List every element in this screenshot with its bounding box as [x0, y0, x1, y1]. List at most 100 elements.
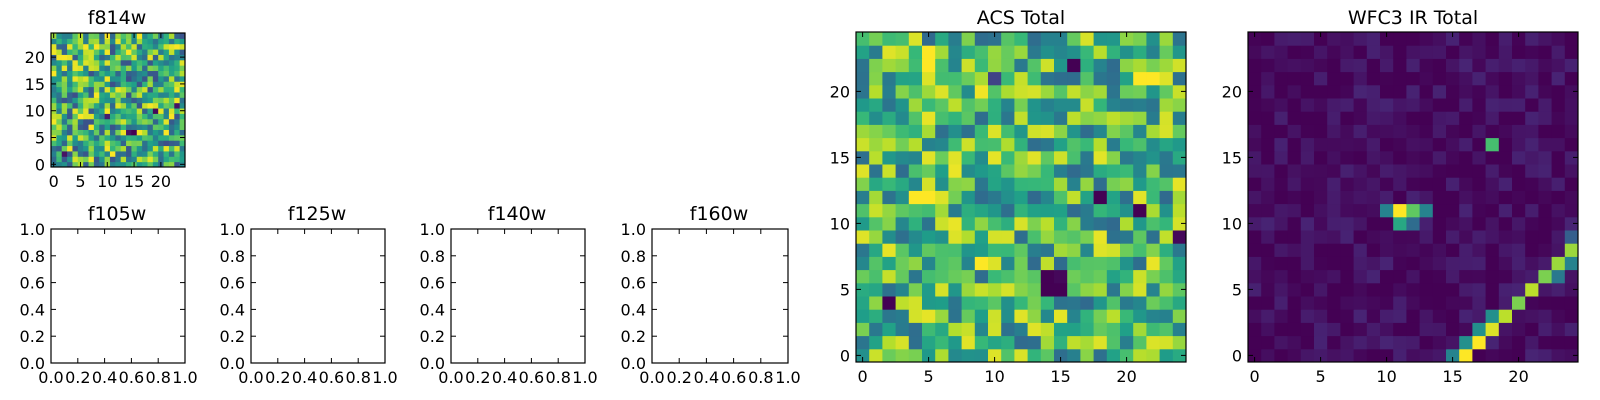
heatmap-cell	[1432, 98, 1447, 112]
heatmap-cell	[1261, 348, 1275, 363]
heatmap-cell	[1432, 71, 1447, 86]
heatmap-cell	[115, 113, 122, 120]
heatmap-cell	[179, 97, 186, 104]
heatmap-cell	[158, 54, 165, 61]
heatmap-cell	[77, 129, 84, 136]
heatmap-cell	[1300, 164, 1315, 178]
heatmap-cell	[1472, 335, 1487, 350]
heatmap-cell	[1014, 243, 1029, 257]
heatmap-cell	[935, 190, 949, 205]
y-tick-label: 0.8	[420, 247, 445, 266]
heatmap-cell	[1340, 84, 1355, 99]
heatmap-cell	[1146, 203, 1161, 218]
y-tick-label: 20	[25, 48, 45, 67]
heatmap-cell	[935, 45, 949, 59]
heatmap-cell	[974, 256, 989, 271]
heatmap-cell	[869, 98, 883, 112]
heatmap-cell	[1485, 84, 1500, 99]
heatmap-cell	[1146, 296, 1161, 310]
heatmap-cell	[1106, 216, 1121, 231]
heatmap-cell	[136, 145, 143, 152]
heatmap-cell	[142, 70, 148, 77]
heatmap-cell	[152, 118, 159, 125]
heatmap-cell	[1014, 150, 1029, 165]
heatmap-cell	[1314, 137, 1328, 152]
heatmap-cell	[988, 84, 1002, 99]
heatmap-cell	[1040, 296, 1055, 310]
y-tick-label: 5	[840, 280, 850, 299]
y-tick-label: 0.2	[20, 327, 45, 346]
heatmap-cell	[104, 54, 111, 61]
heatmap-cell	[1538, 32, 1553, 46]
heatmap-cell	[136, 33, 143, 39]
y-tick-label: 1.0	[20, 220, 45, 239]
heatmap-cell	[1001, 150, 1015, 165]
heatmap-cell	[1419, 164, 1434, 178]
heatmap-cell	[109, 43, 116, 50]
heatmap-cell	[1067, 190, 1081, 205]
heatmap-cell	[895, 164, 910, 178]
heatmap-cell	[1525, 230, 1539, 244]
heatmap-cell	[1001, 45, 1015, 59]
heatmap-cell	[83, 118, 90, 125]
heatmap-cell	[1274, 45, 1289, 59]
heatmap-cell	[1300, 177, 1315, 191]
heatmap-cell	[174, 70, 181, 77]
heatmap-cell	[1446, 190, 1460, 205]
heatmap-cell	[1512, 282, 1526, 297]
heatmap-cell	[895, 309, 910, 323]
heatmap-cell	[1027, 282, 1042, 297]
heatmap-cell	[104, 97, 111, 104]
heatmap-cell	[1459, 335, 1473, 350]
heatmap-cell	[1446, 335, 1460, 350]
heatmap-cell	[120, 38, 127, 45]
heatmap-cell	[948, 111, 963, 125]
heatmap-cell	[1512, 322, 1526, 337]
heatmap-cell	[1001, 230, 1015, 244]
heatmap-cell	[61, 43, 68, 50]
heatmap-cell	[115, 161, 122, 168]
heatmap-cell	[1551, 335, 1566, 350]
heatmap-cell	[126, 75, 132, 82]
heatmap-cell	[174, 75, 181, 82]
heatmap-cell	[104, 150, 111, 157]
heatmap-cell	[1040, 177, 1055, 191]
heatmap-cell	[1054, 58, 1068, 73]
heatmap-cell	[115, 33, 122, 39]
heatmap-cell	[1093, 203, 1108, 218]
y-tick-label: 10	[830, 214, 850, 233]
heatmap-cell	[1106, 32, 1121, 46]
heatmap-cell	[1067, 137, 1081, 152]
heatmap-cell	[1551, 98, 1566, 112]
heatmap-cell	[88, 134, 95, 141]
heatmap-cell	[109, 49, 116, 55]
heatmap-cell	[152, 113, 159, 120]
heatmap-cell	[93, 59, 100, 66]
heatmap-cell	[1472, 71, 1487, 86]
heatmap-cell	[72, 75, 79, 82]
heatmap-cell	[99, 91, 106, 98]
heatmap-cell	[1248, 150, 1262, 165]
heatmap-cell	[163, 124, 170, 130]
heatmap-cell	[908, 256, 923, 271]
heatmap-cell	[1498, 164, 1513, 178]
heatmap-cell	[1366, 137, 1381, 152]
heatmap-cell	[131, 129, 138, 136]
heatmap-cell	[104, 49, 111, 55]
heatmap-cell	[131, 43, 138, 50]
heatmap-cell	[61, 129, 68, 136]
heatmap-cell	[51, 65, 57, 72]
heatmap-cell	[1159, 322, 1174, 337]
heatmap-cell	[1314, 216, 1328, 231]
heatmap-cell	[1067, 150, 1081, 165]
heatmap-cell	[1014, 256, 1029, 271]
heatmap-cell	[908, 282, 923, 297]
heatmap-cell	[1080, 335, 1095, 350]
heatmap-cell	[922, 230, 936, 244]
heatmap-cell	[948, 32, 963, 46]
heatmap-cell	[1393, 177, 1407, 191]
panel-title: f105w	[88, 203, 147, 225]
heatmap-cell	[1001, 84, 1015, 99]
heatmap-cell	[158, 134, 165, 141]
heatmap-cell	[895, 137, 910, 152]
